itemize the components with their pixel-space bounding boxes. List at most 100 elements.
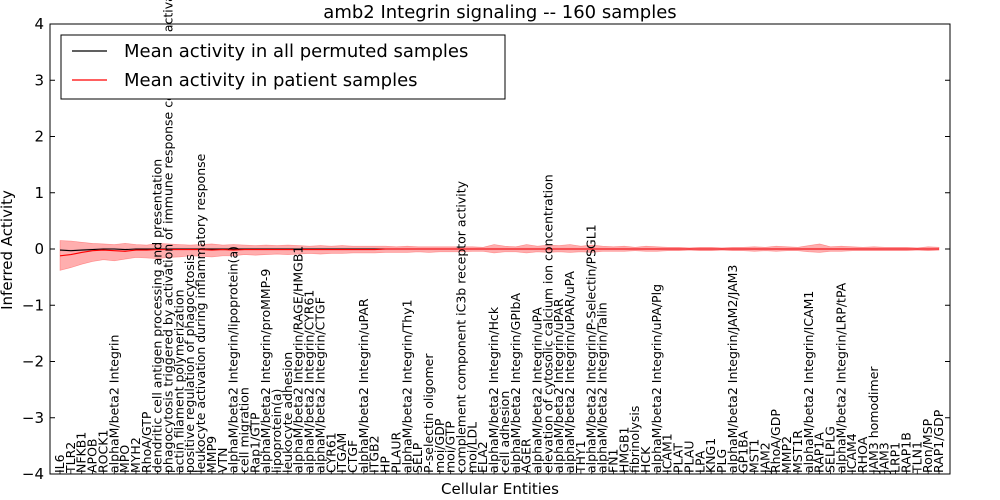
x-category-label: RHOA — [855, 436, 870, 473]
x-category-label: alphaM/beta2 Integrin/Hck — [486, 306, 501, 473]
x-category-label: P-selectin oligomer — [421, 353, 436, 473]
x-category-label: TLR2 — [63, 442, 78, 474]
x-category-label: HMGB1 — [616, 427, 631, 473]
x-category-label: alphaM/beta2 Integrin/uPA/Plg — [649, 284, 664, 473]
y-tick-label: 1 — [34, 184, 44, 202]
y-axis: −4 −3 −2 −1 0 1 2 3 4 — [22, 15, 950, 483]
x-category-label: MYH2 — [128, 437, 143, 473]
x-category-label: alphaM/beta2 Integrin/RAGE/HMGB1 — [291, 246, 306, 473]
x-category-label: leukocyte activation during inflammatory… — [193, 153, 208, 473]
chart-title: amb2 Integrin signaling -- 160 samples — [323, 2, 676, 23]
x-category-label: RAP1A — [812, 432, 827, 473]
x-category-label: MPO — [117, 445, 132, 473]
y-tick-label: −2 — [22, 353, 44, 371]
x-category-label: alphaM/beta2 Integrin/P-Selectin/PSGL1 — [584, 224, 599, 473]
x-category-label: THY1 — [573, 440, 588, 474]
x-category-label: JAM3 — [877, 442, 892, 474]
x-category-label: LRP1 — [888, 442, 903, 473]
x-category-label: alphaM/beta2 Integrin/Talin — [595, 302, 610, 473]
x-category-label: PLAU — [681, 441, 696, 474]
x-category-label: alphaM/beta2 Integrin/lipoprotein(a) — [226, 246, 241, 473]
x-category-label: alphaM/beta2 Integrin/ICAM1 — [801, 291, 816, 473]
x-axis-label: Cellular Entities — [441, 480, 559, 498]
x-category-label: cell adhesion — [497, 391, 512, 473]
x-category-label: CTGF — [345, 440, 360, 473]
x-category-label: NFKB1 — [74, 432, 89, 473]
x-category-label: PLAT — [671, 443, 686, 473]
x-category-label: LPA — [692, 450, 707, 473]
x-category-label: Ron/MSP — [920, 418, 935, 473]
x-category-label: JAM3 homodimer — [866, 366, 881, 474]
x-category-label: ITGAM — [334, 433, 349, 473]
y-tick-label: −4 — [22, 465, 44, 483]
x-category-label: SELP — [410, 442, 425, 473]
x-category-label: actin filament polymerization — [171, 289, 186, 473]
x-category-label: alphaM/beta2 Integrin/LRP/tPA — [833, 282, 848, 473]
x-category-label: ELA2 — [475, 441, 490, 473]
x-category-label: HCK — [638, 446, 653, 473]
x-category-label: CYR61 — [323, 432, 338, 473]
x-category-label: alphaM/beta2 Integrin/uPAR — [551, 298, 566, 473]
x-category-label: RhoA/GTP — [139, 411, 154, 473]
y-tick-label: 2 — [34, 128, 44, 146]
x-category-label: MST1R — [790, 430, 805, 473]
x-category-label: PLG — [714, 449, 729, 473]
x-category-label: complement component iC3b receptor activ… — [454, 180, 469, 473]
x-category-label: moi/GTP — [443, 421, 458, 473]
x-category-label: moi/LDL — [464, 422, 479, 473]
x-category-label: RAP1B — [898, 432, 913, 473]
x-category-label: KNG1 — [703, 438, 718, 473]
x-category-label: RAP1/GDP — [931, 409, 946, 473]
y-tick-label: −1 — [22, 296, 44, 314]
x-category-label: alphaM/beta2 Integrin/CTGF — [312, 297, 327, 473]
x-category-label: moi/GDP — [432, 418, 447, 473]
y-tick-label: 3 — [34, 71, 44, 89]
x-category-label: RhoA/GDP — [768, 409, 783, 473]
x-category-label: alphaM/beta2 Integrin/uPAR — [356, 298, 371, 473]
legend-label-patient: Mean activity in patient samples — [124, 70, 418, 91]
x-category-label: ICAM1 — [660, 433, 675, 473]
x-category-label: SELPLG — [823, 426, 838, 473]
x-category-label: alphaM/beta2 Integrin — [106, 335, 121, 473]
x-category-label: ROCK1 — [95, 430, 110, 473]
x-category-label: fibrinolysis — [627, 406, 642, 473]
x-category-label: leukocyte adhesion — [280, 352, 295, 473]
x-category-label: ITGB2 — [367, 435, 382, 473]
x-category-label: positive regulation of phagocytosis — [182, 254, 197, 473]
x-category-label: lipoprotein(a) — [269, 389, 284, 473]
x-category-label: dendritic cell antigen processing and pr… — [150, 159, 165, 473]
band-patient — [59, 240, 940, 271]
x-category-label: alphaM/beta2 Integrin/uPA — [530, 307, 545, 473]
series-lines — [59, 248, 939, 257]
x-category-label: APOB — [85, 438, 100, 473]
x-category-label: PLAUR — [388, 432, 403, 473]
x-category-label: HP — [378, 456, 393, 473]
legend-label-permuted: Mean activity in all permuted samples — [124, 41, 468, 62]
x-category-label: FN1 — [605, 449, 620, 474]
x-category-label: alphaM/beta2 Integrin/Thy1 — [399, 299, 414, 473]
legend: Mean activity in all permuted samples Me… — [60, 34, 506, 100]
x-category-label: alphaM/beta2 Integrin/proMMP-9 — [258, 269, 273, 473]
x-category-label: alphaM/beta2 Integrin/uPAR/uPA — [562, 271, 577, 473]
x-category-label: ICAM4 — [844, 433, 859, 473]
y-tick-label: 4 — [34, 15, 44, 33]
x-category-label: alphaM/beta2 Integrin/GPIbA — [508, 293, 523, 473]
x-category-label: cell migration — [237, 387, 252, 473]
y-axis-label: Inferred Activity — [0, 190, 16, 310]
x-category-label: alphaM/beta2 Integrin/JAM2/JAM3 — [725, 265, 740, 473]
legend-box — [60, 34, 506, 100]
x-category-label: elevation of cytosolic calcium ion conce… — [540, 174, 555, 473]
x-category-label: JAM2 — [757, 442, 772, 474]
y-tick-label: 0 — [34, 240, 44, 258]
x-category-label: Rap1/GTP — [247, 412, 262, 473]
x-category-label: MST1 — [747, 439, 762, 473]
x-category-label: MMP2 — [779, 436, 794, 473]
x-category-label: alphaM/beta2 Integrin/CYR61 — [302, 290, 317, 473]
series-line-patient — [59, 248, 939, 257]
x-category-label: VTN — [215, 447, 230, 473]
x-category-label: phagocytosis triggered by activation of … — [161, 0, 176, 473]
y-tick-label: −3 — [22, 409, 44, 427]
x-category-label: AGER — [519, 438, 534, 473]
